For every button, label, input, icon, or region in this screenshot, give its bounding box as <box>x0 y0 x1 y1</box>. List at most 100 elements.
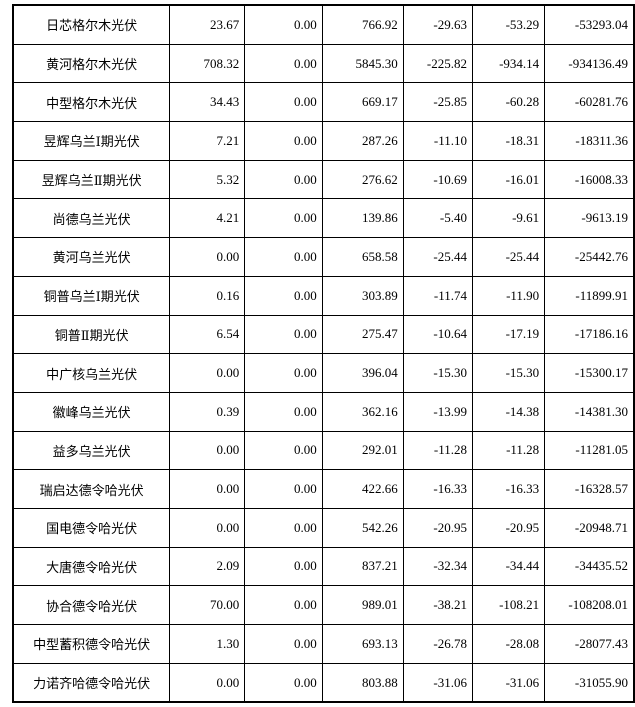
value-cell-6: -11281.05 <box>544 430 635 471</box>
plant-name-cell: 铜普Ⅱ期光伏 <box>12 314 171 355</box>
plant-name-cell: 力诺齐哈德令哈光伏 <box>12 662 171 703</box>
value-cell-6: -34435.52 <box>544 546 635 587</box>
plant-name-cell: 铜普乌兰Ⅰ期光伏 <box>12 275 171 316</box>
table-row: 黄河格尔木光伏 708.32 0.00 5845.30 -225.82 -934… <box>12 43 635 84</box>
value-cell-6: -28077.43 <box>544 624 635 664</box>
value-cell-2: 0.00 <box>244 4 323 45</box>
value-cell-2: 0.00 <box>244 507 323 548</box>
value-cell-5: -60.28 <box>471 82 546 123</box>
value-cell-2: 0.00 <box>244 275 323 316</box>
value-cell-2: 0.00 <box>244 585 323 625</box>
value-cell-6: -11899.91 <box>544 275 635 316</box>
value-cell-2: 0.00 <box>244 662 323 703</box>
value-cell-3: 669.17 <box>321 82 404 123</box>
value-cell-5: -14.38 <box>471 391 546 432</box>
plant-name-cell: 国电德令哈光伏 <box>12 507 171 548</box>
table-row: 协合德令哈光伏 70.00 0.00 989.01 -38.21 -108.21… <box>12 585 635 625</box>
value-cell-4: -11.10 <box>402 121 473 161</box>
value-cell-1: 0.16 <box>169 275 246 316</box>
value-cell-2: 0.00 <box>244 43 323 84</box>
value-cell-3: 292.01 <box>321 430 404 471</box>
value-cell-4: -10.64 <box>402 314 473 355</box>
value-cell-3: 276.62 <box>321 159 404 200</box>
value-cell-5: -16.33 <box>471 469 546 509</box>
value-cell-3: 303.89 <box>321 275 404 316</box>
plant-name-cell: 协合德令哈光伏 <box>12 585 171 625</box>
value-cell-5: -31.06 <box>471 662 546 703</box>
value-cell-6: -16328.57 <box>544 469 635 509</box>
value-cell-3: 766.92 <box>321 4 404 45</box>
value-cell-2: 0.00 <box>244 237 323 277</box>
value-cell-1: 0.39 <box>169 391 246 432</box>
plant-name-cell: 益多乌兰光伏 <box>12 430 171 471</box>
value-cell-4: -10.69 <box>402 159 473 200</box>
plant-name-cell: 中广核乌兰光伏 <box>12 353 171 393</box>
value-cell-1: 0.00 <box>169 430 246 471</box>
value-cell-3: 542.26 <box>321 507 404 548</box>
value-cell-5: -28.08 <box>471 624 546 664</box>
value-cell-5: -34.44 <box>471 546 546 587</box>
value-cell-6: -17186.16 <box>544 314 635 355</box>
plant-name-cell: 中型蓄积德令哈光伏 <box>12 624 171 664</box>
value-cell-3: 396.04 <box>321 353 404 393</box>
value-cell-5: -18.31 <box>471 121 546 161</box>
value-cell-5: -934.14 <box>471 43 546 84</box>
table-body: 日芯格尔木光伏 23.67 0.00 766.92 -29.63 -53.29 … <box>12 4 635 703</box>
value-cell-6: -9613.19 <box>544 198 635 239</box>
value-cell-3: 362.16 <box>321 391 404 432</box>
value-cell-1: 70.00 <box>169 585 246 625</box>
table-row: 铜普Ⅱ期光伏 6.54 0.00 275.47 -10.64 -17.19 -1… <box>12 314 635 355</box>
value-cell-4: -20.95 <box>402 507 473 548</box>
table-row: 徽峰乌兰光伏 0.39 0.00 362.16 -13.99 -14.38 -1… <box>12 391 635 432</box>
value-cell-6: -53293.04 <box>544 4 635 45</box>
table-row: 尚德乌兰光伏 4.21 0.00 139.86 -5.40 -9.61 -961… <box>12 198 635 239</box>
value-cell-6: -14381.30 <box>544 391 635 432</box>
value-cell-5: -17.19 <box>471 314 546 355</box>
plant-name-cell: 尚德乌兰光伏 <box>12 198 171 239</box>
table-row: 铜普乌兰Ⅰ期光伏 0.16 0.00 303.89 -11.74 -11.90 … <box>12 275 635 316</box>
value-cell-4: -29.63 <box>402 4 473 45</box>
value-cell-1: 0.00 <box>169 507 246 548</box>
value-cell-6: -31055.90 <box>544 662 635 703</box>
value-cell-1: 0.00 <box>169 237 246 277</box>
table-row: 黄河乌兰光伏 0.00 0.00 658.58 -25.44 -25.44 -2… <box>12 237 635 277</box>
value-cell-6: -934136.49 <box>544 43 635 84</box>
value-cell-2: 0.00 <box>244 121 323 161</box>
table-row: 大唐德令哈光伏 2.09 0.00 837.21 -32.34 -34.44 -… <box>12 546 635 587</box>
value-cell-4: -26.78 <box>402 624 473 664</box>
value-cell-4: -25.85 <box>402 82 473 123</box>
value-cell-6: -108208.01 <box>544 585 635 625</box>
value-cell-2: 0.00 <box>244 546 323 587</box>
value-cell-3: 658.58 <box>321 237 404 277</box>
plant-name-cell: 日芯格尔木光伏 <box>12 4 171 45</box>
value-cell-5: -9.61 <box>471 198 546 239</box>
table-row: 昱辉乌兰Ⅰ期光伏 7.21 0.00 287.26 -11.10 -18.31 … <box>12 121 635 161</box>
pv-plant-data-table: 日芯格尔木光伏 23.67 0.00 766.92 -29.63 -53.29 … <box>12 4 635 704</box>
value-cell-1: 5.32 <box>169 159 246 200</box>
value-cell-6: -15300.17 <box>544 353 635 393</box>
table-row: 日芯格尔木光伏 23.67 0.00 766.92 -29.63 -53.29 … <box>12 4 635 45</box>
value-cell-1: 1.30 <box>169 624 246 664</box>
value-cell-6: -60281.76 <box>544 82 635 123</box>
value-cell-4: -11.74 <box>402 275 473 316</box>
value-cell-3: 803.88 <box>321 662 404 703</box>
plant-name-cell: 黄河乌兰光伏 <box>12 237 171 277</box>
value-cell-1: 23.67 <box>169 4 246 45</box>
value-cell-3: 989.01 <box>321 585 404 625</box>
value-cell-5: -16.01 <box>471 159 546 200</box>
value-cell-1: 708.32 <box>169 43 246 84</box>
value-cell-4: -5.40 <box>402 198 473 239</box>
value-cell-2: 0.00 <box>244 314 323 355</box>
plant-name-cell: 徽峰乌兰光伏 <box>12 391 171 432</box>
value-cell-1: 0.00 <box>169 469 246 509</box>
value-cell-1: 0.00 <box>169 662 246 703</box>
value-cell-4: -38.21 <box>402 585 473 625</box>
value-cell-1: 6.54 <box>169 314 246 355</box>
value-cell-5: -11.90 <box>471 275 546 316</box>
value-cell-1: 7.21 <box>169 121 246 161</box>
value-cell-4: -32.34 <box>402 546 473 587</box>
value-cell-5: -53.29 <box>471 4 546 45</box>
plant-name-cell: 昱辉乌兰Ⅰ期光伏 <box>12 121 171 161</box>
plant-name-cell: 瑞启达德令哈光伏 <box>12 469 171 509</box>
